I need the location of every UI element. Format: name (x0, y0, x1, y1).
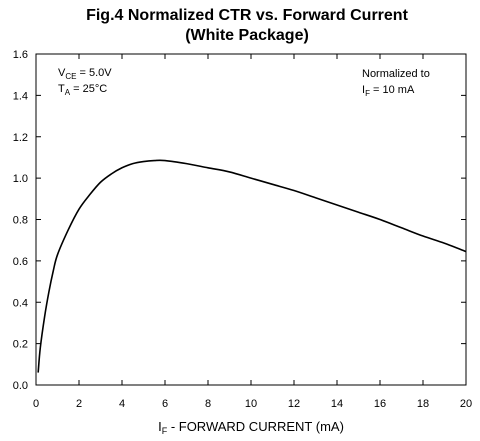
y-tick-label: 1.0 (13, 173, 28, 185)
x-tick-label: 20 (460, 398, 472, 410)
x-tick-label: 8 (205, 398, 211, 410)
y-tick-label: 0.4 (13, 297, 28, 309)
y-tick-label: 1.2 (13, 132, 28, 144)
x-tick-label: 6 (162, 398, 168, 410)
ctr-curve (37, 159, 467, 373)
x-tick-label: 10 (245, 398, 257, 410)
y-tick-label: 0.2 (13, 339, 28, 351)
annotation-ta: TA = 25°C (58, 83, 107, 97)
chart-subtitle: (White Package) (185, 27, 309, 44)
annotation-normalized: Normalized to (362, 68, 430, 80)
y-tick-label: 0.0 (13, 380, 28, 392)
x-tick-label: 2 (76, 398, 82, 410)
x-tick-label: 0 (33, 398, 39, 410)
x-axis-label: IF - FORWARD CURRENT (mA) (158, 419, 344, 436)
y-tick-label: 0.6 (13, 256, 28, 268)
x-tick-label: 18 (417, 398, 429, 410)
y-axis: 0.0 0.2 0.4 0.6 0.8 1.0 1.2 1.4 1.6 (13, 49, 466, 392)
x-tick-label: 12 (288, 398, 300, 410)
annotation-if: IF = 10 mA (362, 84, 415, 98)
x-tick-label: 14 (331, 398, 343, 410)
x-tick-label: 4 (119, 398, 125, 410)
annotation-vce: VCE = 5.0V (58, 67, 112, 81)
y-tick-label: 1.6 (13, 49, 28, 61)
x-axis: 0 2 4 6 8 10 12 14 16 18 20 (33, 54, 472, 410)
plot-frame (35, 53, 467, 386)
x-tick-label: 16 (374, 398, 386, 410)
y-tick-label: 0.8 (13, 215, 28, 227)
chart-title: Fig.4 Normalized CTR vs. Forward Current (86, 7, 409, 24)
y-tick-label: 1.4 (13, 90, 28, 102)
